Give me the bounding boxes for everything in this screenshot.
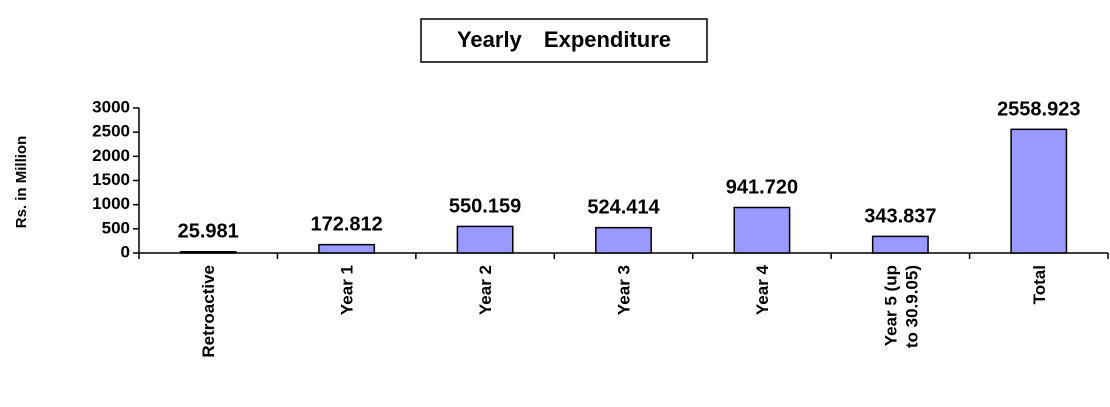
y-tick-label: 1500	[92, 170, 130, 189]
y-tick-label: 2000	[92, 146, 130, 165]
x-tick-label: Year 4	[753, 264, 772, 315]
value-label: 172.812	[310, 214, 382, 236]
bar	[1010, 128, 1068, 254]
value-label: 25.981	[178, 221, 239, 243]
y-tick-label: 2500	[92, 122, 130, 141]
bar	[456, 225, 514, 254]
chart-title: Yearly Expenditure	[457, 27, 671, 52]
x-tick-label: Year 3	[615, 265, 634, 315]
value-label: 524.414	[587, 197, 660, 219]
bar	[318, 243, 376, 254]
y-tick-label: 3000	[92, 97, 130, 116]
x-tick-label: Year 5 (up to 30.9.05)	[881, 265, 921, 348]
y-tick-label: 500	[102, 218, 130, 237]
value-label: 550.159	[449, 195, 521, 217]
bar	[595, 226, 652, 254]
value-label: 941.720	[726, 176, 798, 198]
title-box	[420, 18, 708, 63]
x-tick-label: Retroactive	[199, 265, 218, 358]
y-tick-label: 1000	[92, 194, 130, 213]
bar	[871, 235, 929, 254]
x-tick-label: Total	[1030, 265, 1049, 304]
value-label: 2558.923	[997, 98, 1080, 120]
bar	[179, 250, 237, 254]
x-tick-label: Year 2	[476, 265, 495, 315]
x-tick-label: Year 1	[338, 265, 357, 315]
y-axis-label: Rs. in Million	[13, 136, 30, 229]
value-label: 343.837	[864, 205, 936, 227]
y-tick-label: 0	[121, 242, 130, 261]
bar	[733, 206, 791, 254]
